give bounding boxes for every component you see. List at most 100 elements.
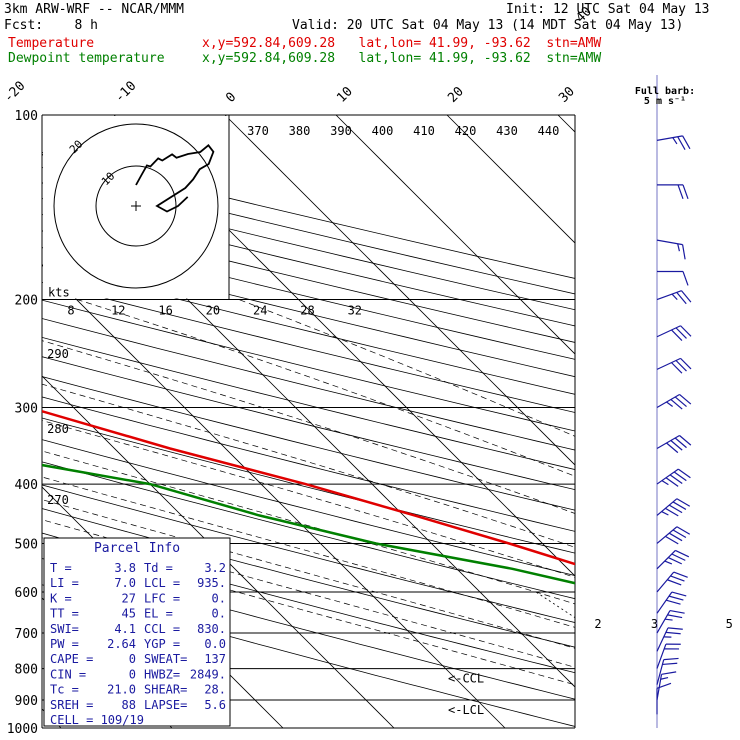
wind-barb-full bbox=[673, 571, 688, 578]
wind-barb-full bbox=[680, 290, 692, 303]
moist-adiabat bbox=[42, 340, 575, 514]
init-time: Init: 12 UTC Sat 04 May 13 bbox=[506, 2, 710, 17]
mixing-ratio-upper-label: 8 bbox=[67, 304, 74, 318]
mixing-ratio-upper-label: 32 bbox=[348, 304, 362, 318]
wind-barb-full bbox=[682, 244, 686, 260]
mixing-ratio-label: 5 bbox=[726, 617, 733, 631]
parcel-field-value: 2849. bbox=[190, 667, 226, 681]
parcel-field-label: Td = bbox=[144, 561, 173, 575]
parcel-field-label: LCL = bbox=[144, 576, 180, 590]
wind-barb-full bbox=[667, 627, 683, 630]
hodograph-ring bbox=[53, 123, 219, 289]
wind-barb-staff bbox=[656, 550, 676, 570]
pressure-tick-label: 1000 bbox=[7, 722, 38, 737]
wind-barb-half bbox=[661, 480, 669, 486]
wind-barb-full bbox=[670, 440, 683, 451]
dry-adiabat bbox=[42, 356, 575, 491]
wind-barb-full bbox=[682, 184, 689, 200]
wind-barb bbox=[656, 498, 691, 517]
isotherm-line bbox=[446, 115, 575, 244]
theta-label: 440 bbox=[538, 124, 560, 138]
wind-barb-full bbox=[670, 399, 683, 410]
parcel-field-label: SWI= bbox=[50, 622, 79, 636]
dry-adiabat bbox=[42, 299, 575, 432]
theta-label: 420 bbox=[455, 124, 477, 138]
parcel-field-label: HWBZ= bbox=[144, 667, 180, 681]
wind-barb bbox=[657, 270, 689, 286]
pressure-tick-label: 200 bbox=[15, 294, 38, 309]
moist-adiabat bbox=[42, 476, 575, 628]
pressure-tick-label: 800 bbox=[15, 663, 38, 678]
wind-barb-full bbox=[682, 135, 691, 150]
moist-adiabat-lines bbox=[42, 299, 575, 686]
mixing-ratio-upper-label: 24 bbox=[253, 304, 267, 318]
dry-adiabat bbox=[42, 336, 575, 471]
pressure-tick-label: 100 bbox=[15, 109, 38, 124]
wind-barb-full bbox=[668, 532, 683, 542]
theta-label: 400 bbox=[372, 124, 394, 138]
moist-adiabat bbox=[42, 420, 575, 578]
dry-adiabat bbox=[42, 281, 575, 413]
mixing-ratio-upper-label: 20 bbox=[206, 304, 220, 318]
wind-barb-staff bbox=[656, 627, 669, 652]
isotherm-line bbox=[557, 115, 575, 133]
dry-adiabat bbox=[42, 484, 575, 623]
parcel-field-value: 0 bbox=[129, 652, 136, 666]
dry-adiabat bbox=[42, 264, 575, 395]
wind-barb-full bbox=[677, 136, 686, 150]
wind-barb-staff bbox=[656, 643, 667, 669]
parcel-field-label: EL = bbox=[144, 607, 173, 621]
wind-barb-full bbox=[671, 553, 686, 561]
wind-barb-staff bbox=[656, 468, 679, 485]
wind-barb-half bbox=[661, 511, 669, 516]
wind-barb-full bbox=[675, 360, 687, 372]
wind-barb-staff bbox=[656, 591, 673, 614]
wind-barb-staff bbox=[656, 526, 678, 544]
wind-barb-half bbox=[666, 401, 673, 408]
wind-barb-staff bbox=[656, 239, 683, 246]
wind-barb bbox=[656, 135, 691, 150]
wind-barb-full bbox=[670, 575, 685, 582]
moist-adiabat bbox=[42, 383, 575, 548]
pressure-tick-label: 500 bbox=[15, 537, 38, 552]
mixing-ratio-upper-label: 16 bbox=[158, 304, 172, 318]
wind-barb-staff bbox=[656, 135, 683, 141]
parcel-field-label: Tc = bbox=[50, 683, 79, 697]
wind-barb-full bbox=[671, 591, 687, 597]
theta-label: 380 bbox=[289, 124, 311, 138]
wind-barb-half bbox=[664, 618, 673, 621]
wind-barb-full bbox=[667, 579, 682, 586]
moist-adiabat bbox=[42, 450, 575, 605]
parcel-field-label: SHEAR= bbox=[144, 683, 187, 697]
wind-barb-staff bbox=[656, 659, 665, 685]
wind-barb-full bbox=[665, 507, 679, 517]
parcel-field-label: LAPSE= bbox=[144, 698, 187, 712]
wind-barb-full bbox=[676, 526, 691, 535]
parcel-field-value: 27 bbox=[122, 591, 136, 605]
parcel-field-value: 830. bbox=[197, 622, 226, 636]
mixing-ratio-upper-label: 12 bbox=[111, 304, 125, 318]
wind-barb bbox=[656, 526, 691, 545]
parcel-field-label: CELL = 109/19 bbox=[50, 713, 144, 727]
isotherm-line bbox=[224, 115, 575, 466]
parcel-field-label: T = bbox=[50, 561, 72, 575]
parcel-field-label: CCL = bbox=[144, 622, 180, 636]
parcel-field-value: 137 bbox=[204, 652, 226, 666]
theta-label: 370 bbox=[247, 124, 269, 138]
parcel-field-label: K = bbox=[50, 591, 72, 605]
wind-barb bbox=[657, 184, 689, 200]
valid-time: Valid: 20 UTC Sat 04 May 13 (14 MDT Sat … bbox=[292, 18, 684, 33]
dry-adiabat bbox=[42, 508, 575, 648]
wind-barb bbox=[656, 468, 691, 487]
pressure-tick-label: 900 bbox=[15, 694, 38, 709]
hodograph-unit-label: kts bbox=[48, 286, 70, 300]
wind-barb-full bbox=[672, 529, 687, 538]
wind-barb-full bbox=[677, 184, 684, 200]
wind-barb-full bbox=[675, 327, 687, 339]
wind-barb-full bbox=[671, 362, 683, 374]
wind-barb bbox=[656, 239, 686, 260]
wind-barb bbox=[656, 357, 692, 374]
temperature-location-info: x,y=592.84,609.28 lat,lon= 41.99, -93.62… bbox=[202, 36, 602, 51]
wind-barb-full bbox=[676, 498, 691, 507]
